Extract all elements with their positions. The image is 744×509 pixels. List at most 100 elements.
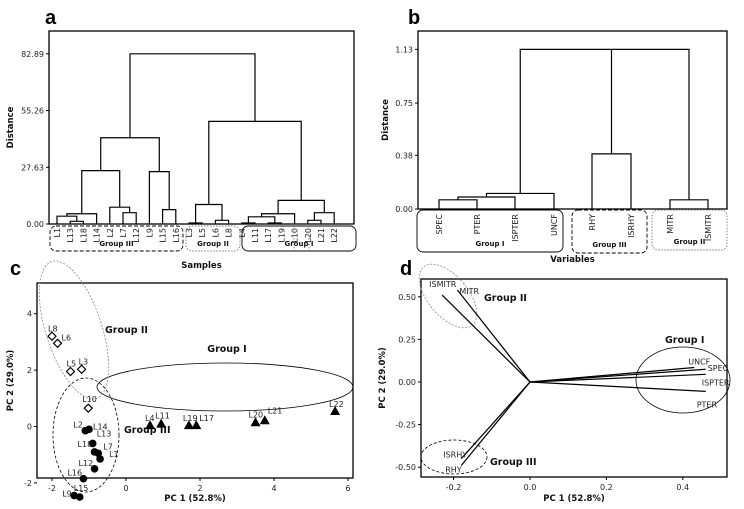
y-tick-label: 0: [27, 423, 32, 432]
loading-vector: [529, 381, 706, 392]
triangle-point: [183, 420, 194, 430]
group-label: Group II: [197, 240, 229, 248]
y-tick-label: 55.26: [21, 107, 44, 116]
group-label: Group I: [284, 240, 313, 248]
dendrogram-link: [247, 216, 276, 223]
x-tick-label: 0.2: [600, 483, 613, 492]
panel-letter-b: b: [408, 7, 420, 29]
point-label: L9: [62, 490, 72, 499]
dendrogram-link: [129, 53, 256, 138]
diamond-point: [65, 366, 76, 377]
group-label: Group III: [592, 241, 626, 249]
x-axis-label: Variables: [550, 255, 595, 265]
x-tick-label: 4: [271, 484, 276, 493]
leaf-label: L1: [53, 228, 62, 238]
x-tick-label: 2: [197, 484, 202, 493]
point-label: L18: [78, 440, 93, 449]
x-axis-label: PC 1 (52.8%): [543, 494, 605, 504]
leaf-label: L21: [317, 228, 326, 243]
pca-scores-plot: -2 0 2 4 6 -2 0 2 4 PC 2 (29.0%) PC 1 (52.8%) Group…: [6, 260, 354, 504]
panel-c-frame: [36, 282, 354, 479]
panel-letter-c: c: [10, 258, 21, 280]
triangle-point: [259, 415, 270, 425]
vector-label: SPEC: [708, 364, 729, 373]
circle-point: [79, 474, 88, 483]
diamond-point: [52, 338, 63, 349]
dendrogram-link: [669, 199, 709, 209]
x-tick-label: -2: [48, 484, 56, 493]
group-label: Group III: [124, 425, 170, 436]
leaf-label: L2: [106, 228, 115, 238]
y-axis-label: Distance: [6, 106, 16, 148]
group-label: Group I: [207, 344, 246, 355]
leaf-label: L5: [198, 228, 207, 238]
vector-label: MITR: [459, 287, 479, 296]
point-label: L7: [103, 442, 113, 451]
vector-label: ISRHY: [443, 451, 467, 460]
dendrogram-link: [457, 196, 516, 209]
loading-vector: [441, 294, 531, 383]
circle-point: [85, 425, 93, 434]
point-label: L21: [268, 406, 283, 415]
leaf-label: L10: [291, 228, 300, 243]
panel-b-frame: [417, 30, 728, 210]
y-tick-label: 0.00: [26, 220, 44, 229]
y-tick-label: 82.89: [21, 50, 44, 59]
leaf-label: L6: [211, 228, 220, 238]
y-tick-label: 0.50: [398, 293, 416, 302]
vector-label: ISMITR: [429, 280, 457, 289]
x-tick-label: -0.2: [446, 483, 462, 492]
point-label: L8: [48, 324, 58, 333]
group-box: [241, 225, 357, 252]
point-label: L16: [67, 469, 82, 478]
point-label: L3: [79, 357, 89, 366]
circle-point: [88, 439, 97, 448]
point-label: L12: [79, 459, 94, 468]
panel-a-frame: [48, 30, 355, 225]
group-ii-ellipse: [38, 260, 110, 400]
point-label: L4: [145, 414, 155, 423]
dendrogram-link: [591, 153, 632, 209]
triangle-point: [156, 418, 167, 428]
loading-vector: [456, 289, 531, 383]
group-ii-ellipse: [418, 263, 478, 329]
dendrogram-link: [195, 203, 223, 223]
leaf-label: PTER: [473, 214, 482, 235]
panel-d-frame: [420, 278, 728, 478]
circle-point: [96, 455, 104, 463]
group-iii-ellipse: [52, 377, 120, 493]
loading-vector: [529, 368, 706, 383]
y-tick-label: 4: [27, 310, 32, 319]
vector-label: PTER: [697, 400, 718, 409]
point-label: L20: [249, 410, 264, 419]
pca-loadings-plot: -0.2 0.0 0.2 0.4 -0.50 -0.25 0.00 0.25 0.50 PC 2 …: [378, 263, 731, 504]
dendrogram-link: [122, 212, 137, 224]
loading-vector: [460, 381, 531, 466]
y-tick-label: 0.00: [398, 378, 416, 387]
y-tick-label: 1.13: [395, 45, 413, 54]
leaf-label: SPEC: [435, 214, 444, 235]
point-label: L19: [183, 414, 198, 423]
group-label: Group III: [490, 457, 536, 468]
y-tick-label: -2: [24, 479, 32, 488]
dendrogram-link: [519, 48, 690, 200]
leaf-label: ISPTER: [511, 214, 520, 242]
leaf-label: L20: [304, 228, 313, 243]
circle-point: [70, 491, 78, 500]
leaf-label: ISRHY: [627, 214, 636, 238]
y-axis-label: Distance: [381, 99, 391, 141]
group-i-ellipse: [635, 346, 731, 414]
point-label: L5: [67, 360, 77, 369]
point-label: L11: [155, 412, 170, 421]
group-box: [651, 209, 728, 251]
leaf-label: UNCF: [550, 214, 559, 236]
x-tick-label: 0.0: [524, 483, 537, 492]
group-box: [571, 209, 648, 254]
panel-letter-a: a: [45, 7, 57, 29]
y-axis-label: PC 2 (29.0%): [378, 347, 388, 409]
point-label: L14: [93, 422, 108, 431]
dendrogram-link: [148, 171, 170, 224]
dendrogram-link: [162, 209, 177, 224]
leaf-label: L7: [119, 228, 128, 238]
point-label: L10: [82, 395, 97, 404]
